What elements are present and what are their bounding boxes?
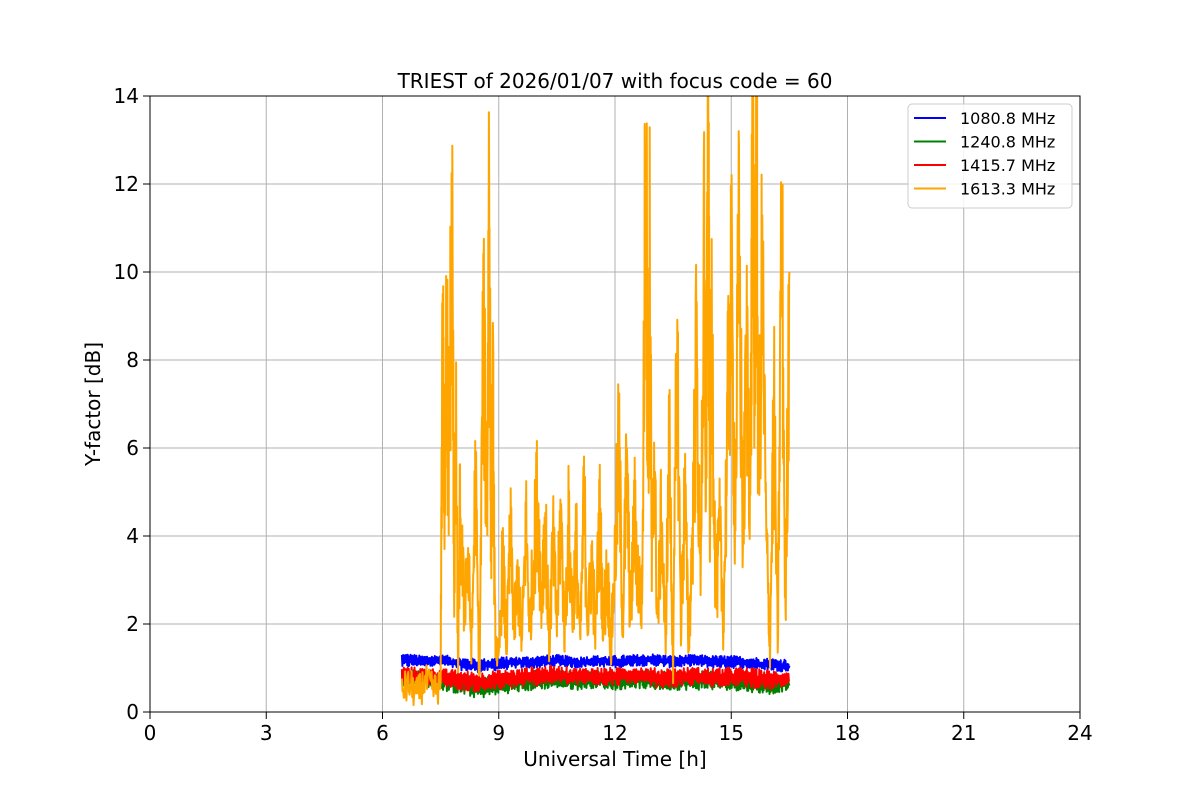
y-tick-label: 2 [126,612,139,636]
x-tick-label: 18 [835,721,860,745]
y-tick-label: 6 [126,436,139,460]
x-axis: 0 3 6 9 12 15 18 21 24 [144,712,1093,745]
y-tick-label: 10 [114,260,139,284]
x-tick-label: 12 [602,721,627,745]
chart-title: TRIEST of 2026/01/07 with focus code = 6… [397,69,833,93]
legend-label: 1240.8 MHz [960,133,1055,152]
y-tick-label: 12 [114,172,139,196]
x-axis-title: Universal Time [h] [523,747,706,771]
y-axis-title: Y-factor [dB] [81,342,105,467]
plot-area [400,96,791,707]
legend: 1080.8 MHz 1240.8 MHz 1415.7 MHz 1613.3 MHz [907,103,1073,209]
x-tick-label: 0 [144,721,157,745]
series-line-1613-3-mhz [400,96,791,707]
series-layer [400,96,791,707]
legend-label: 1080.8 MHz [960,109,1055,128]
y-tick-label: 0 [126,700,139,724]
y-tick-label: 14 [114,84,139,108]
y-tick-label: 8 [126,348,139,372]
series-line-1080-8-mhz [400,653,791,674]
series-line-1415-7-mhz [400,664,791,693]
x-tick-label: 9 [492,721,505,745]
x-tick-label: 15 [719,721,744,745]
y-tick-label: 4 [126,524,139,548]
x-tick-label: 3 [260,721,273,745]
x-tick-label: 6 [376,721,389,745]
x-tick-label: 21 [951,721,976,745]
y-axis: 0 2 4 6 8 10 12 14 [114,84,150,724]
x-tick-label: 24 [1067,721,1092,745]
legend-box [907,103,1073,209]
legend-label: 1415.7 MHz [960,156,1055,175]
legend-label: 1613.3 MHz [960,180,1055,199]
